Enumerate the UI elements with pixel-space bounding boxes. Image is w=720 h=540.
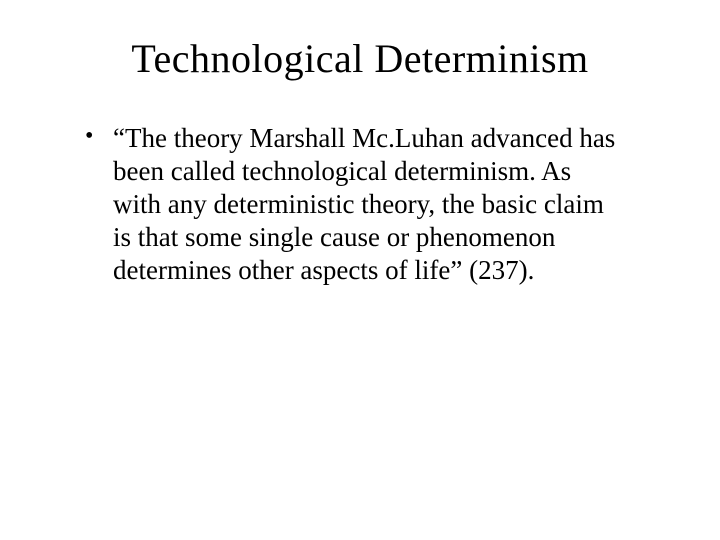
slide-title: Technological Determinism <box>55 35 665 82</box>
bullet-item: “The theory Marshall Mc.Luhan advanced h… <box>85 122 665 287</box>
bullet-list: “The theory Marshall Mc.Luhan advanced h… <box>55 122 665 287</box>
slide-container: Technological Determinism “The theory Ma… <box>0 0 720 540</box>
